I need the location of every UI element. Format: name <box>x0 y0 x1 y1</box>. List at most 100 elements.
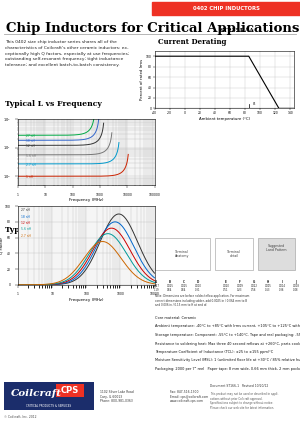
5.6 nH <box>110 130 114 135</box>
5.6 nH <box>57 152 61 157</box>
Line: 18 nH: 18 nH <box>18 119 99 140</box>
5.6 nH <box>16 152 20 157</box>
Text: 85: 85 <box>253 102 256 106</box>
Text: Typical L vs Frequency: Typical L vs Frequency <box>5 100 102 108</box>
Text: Chip Inductors for Critical Applications: Chip Inductors for Critical Applications <box>6 22 299 34</box>
Text: 0.64: 0.64 <box>167 288 173 292</box>
Text: G: G <box>253 280 255 284</box>
Text: 12 nH: 12 nH <box>26 144 35 148</box>
Text: tolerance; and excellent batch-to-batch consistency.: tolerance; and excellent batch-to-batch … <box>5 63 120 67</box>
2.7 nH <box>99 161 103 166</box>
Text: Packaging: 2000 per 7" reel   Paper tape: 8 mm wide, 0.66 mm thick, 2 mm pocket : Packaging: 2000 per 7" reel Paper tape: … <box>155 367 300 371</box>
Text: Coilcraft: Coilcraft <box>11 389 61 399</box>
Text: 1102 Silver Lake Road
Cary, IL 60013
Phone: 800-981-0363: 1102 Silver Lake Road Cary, IL 60013 Pho… <box>100 390 134 403</box>
Text: I: I <box>281 280 283 284</box>
27 nH <box>79 132 82 137</box>
Text: 12 nH: 12 nH <box>21 221 30 225</box>
Text: E: E <box>225 280 227 284</box>
Text: Document ST166-1   Revised 10/20/12: Document ST166-1 Revised 10/20/12 <box>210 384 268 388</box>
Bar <box>155 238 210 270</box>
Bar <box>258 238 295 270</box>
18 nH <box>27 138 30 143</box>
Text: 27 nH: 27 nH <box>26 134 35 138</box>
12 nH <box>44 143 47 148</box>
Text: This 0402 size chip inductor series shares all of the: This 0402 size chip inductor series shar… <box>5 40 117 44</box>
Text: 0.025: 0.025 <box>167 284 173 288</box>
Text: Core material: Ceramic: Core material: Ceramic <box>155 316 196 320</box>
18 nH <box>23 138 26 143</box>
12 nH <box>32 143 36 148</box>
1 nH <box>16 174 20 179</box>
Text: Current Derating: Current Derating <box>158 38 226 46</box>
18 nH <box>97 117 101 122</box>
X-axis label: Frequency (MHz): Frequency (MHz) <box>69 298 103 302</box>
2.7 nH <box>56 162 59 167</box>
18 nH <box>86 136 90 141</box>
1 nH <box>73 174 77 179</box>
X-axis label: Frequency (MHz): Frequency (MHz) <box>69 198 103 202</box>
Text: Storage temperature: Component: -55°C to +140°C. Tape and reel packaging: -55°C : Storage temperature: Component: -55°C to… <box>155 333 300 337</box>
Bar <box>152 2 300 15</box>
Line: 12 nH: 12 nH <box>18 123 103 145</box>
Text: ST235RAA: ST235RAA <box>220 28 255 32</box>
27 nH <box>52 133 56 138</box>
Text: 2.7 nH: 2.7 nH <box>21 234 31 238</box>
12 nH <box>80 142 84 147</box>
Text: 0.56: 0.56 <box>251 288 257 292</box>
12 nH <box>102 121 105 126</box>
Text: ceptionally high Q factors, especially at use frequencies;: ceptionally high Q factors, especially a… <box>5 51 129 56</box>
Text: Moisture Sensitivity Level (MSL): 1 (unlimited floor life at +30°C / 85% relativ: Moisture Sensitivity Level (MSL): 1 (unl… <box>155 359 300 363</box>
Text: CRITICAL PRODUCTS & SERVICES: CRITICAL PRODUCTS & SERVICES <box>26 404 72 408</box>
Text: characteristics of Coilcraft's other ceramic inductors: ex-: characteristics of Coilcraft's other cer… <box>5 46 129 50</box>
Text: 0.13: 0.13 <box>265 288 271 292</box>
Text: Temperature Coefficient of Inductance (TCL): ±25 to ±155 ppm/°C: Temperature Coefficient of Inductance (T… <box>155 350 273 354</box>
27 nH <box>79 132 83 137</box>
Text: F: F <box>239 280 241 284</box>
27 nH <box>93 110 96 116</box>
Text: Terminal
Anatomy: Terminal Anatomy <box>175 250 189 258</box>
Text: 27 nH: 27 nH <box>21 209 30 212</box>
Bar <box>56 384 84 397</box>
Text: 0.025: 0.025 <box>181 284 188 288</box>
Line: 27 nH: 27 nH <box>18 113 94 135</box>
Line: 1 nH: 1 nH <box>18 154 128 176</box>
Text: 0.31: 0.31 <box>195 288 201 292</box>
1 nH <box>28 174 32 179</box>
2.7 nH <box>16 162 20 167</box>
Text: Fax: 847-516-1300
Email: cps@coilcraft.com
www.coilcraft-cps.com: Fax: 847-516-1300 Email: cps@coilcraft.c… <box>170 390 208 403</box>
Text: 0402 CHIP INDUCTORS: 0402 CHIP INDUCTORS <box>193 6 260 11</box>
X-axis label: Ambient temperature (°C): Ambient temperature (°C) <box>199 116 250 121</box>
Text: 0.022: 0.022 <box>250 284 257 288</box>
Text: H: H <box>267 280 269 284</box>
2.7 nH <box>57 162 60 167</box>
5.6 nH <box>69 152 73 157</box>
Text: 0.48: 0.48 <box>293 288 299 292</box>
Bar <box>215 238 253 270</box>
18 nH <box>52 138 56 143</box>
1 nH <box>89 174 93 179</box>
1 nH <box>29 174 33 179</box>
Text: CPS: CPS <box>61 386 79 395</box>
2.7 nH <box>117 140 121 145</box>
27 nH <box>19 133 23 138</box>
Text: D: D <box>197 280 199 284</box>
Text: Typical Q vs Frequency: Typical Q vs Frequency <box>5 226 103 234</box>
Text: 0.014: 0.014 <box>278 284 286 288</box>
5.6 nH <box>70 152 74 157</box>
Text: 0.009: 0.009 <box>237 284 243 288</box>
5.6 nH <box>101 150 105 155</box>
2.7 nH <box>90 161 93 166</box>
Text: 1 nH: 1 nH <box>26 175 33 179</box>
12 nH <box>17 143 20 148</box>
Text: 18 nH: 18 nH <box>21 215 30 219</box>
Text: Ambient temperature: -40°C to +85°C with Irms current, +105°C to +125°C with der: Ambient temperature: -40°C to +85°C with… <box>155 325 300 329</box>
Text: 1.19: 1.19 <box>153 288 159 292</box>
Text: 18 nH: 18 nH <box>26 139 35 143</box>
12 nH <box>41 143 44 148</box>
Text: 0.020: 0.020 <box>223 284 230 288</box>
Text: © Coilcraft, Inc. 2012: © Coilcraft, Inc. 2012 <box>4 415 37 419</box>
Line: 5.6 nH: 5.6 nH <box>18 133 112 155</box>
Y-axis label: Q Factor: Q Factor <box>0 237 3 254</box>
Text: 0.010: 0.010 <box>195 284 201 288</box>
12 nH <box>57 143 61 148</box>
